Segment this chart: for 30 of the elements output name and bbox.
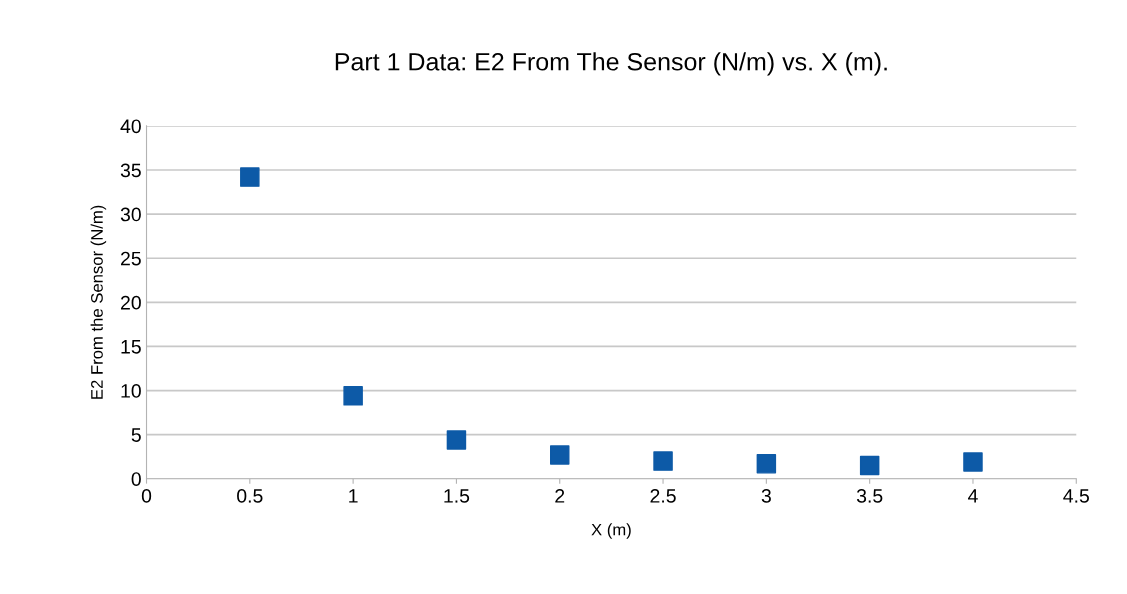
x-tick-label: 2 <box>555 489 565 503</box>
point <box>240 167 260 187</box>
point <box>756 454 777 474</box>
y-tick-label: 20 <box>121 295 141 310</box>
point <box>653 451 673 471</box>
point <box>343 386 363 406</box>
point <box>859 455 880 476</box>
x-tick-label: 0 <box>141 489 152 503</box>
x-tick-label: 2.5 <box>650 489 676 503</box>
x-axis-title: X (m) <box>591 523 631 539</box>
y-tick-label: 15 <box>121 340 141 354</box>
x-tick-label: 0.5 <box>237 489 263 503</box>
chart-title: Part 1 Data: E2 From The Sensor (N/m) vs. X (m). <box>335 52 887 76</box>
y-axis-title: E2 From the Sensor (N/m) <box>90 205 107 399</box>
point <box>446 430 467 450</box>
y-tick-label: 40 <box>120 119 141 134</box>
x-tick-label: 1 <box>349 489 358 503</box>
x-tick-label: 3 <box>761 489 771 503</box>
x-tick-label: 1.5 <box>444 489 470 503</box>
y-tick-label: 35 <box>120 163 141 178</box>
y-tick-label: 10 <box>121 384 141 398</box>
y-tick-label: 30 <box>120 207 141 222</box>
y-tick-label: 0 <box>131 472 141 486</box>
x-tick-label: 4.5 <box>1063 489 1089 503</box>
point <box>549 445 570 465</box>
y-tick-label: 5 <box>131 428 141 442</box>
point <box>963 452 983 472</box>
y-tick-label: 25 <box>121 251 141 266</box>
x-tick-label: 4 <box>968 489 978 503</box>
x-tick-label: 3.5 <box>856 489 883 503</box>
